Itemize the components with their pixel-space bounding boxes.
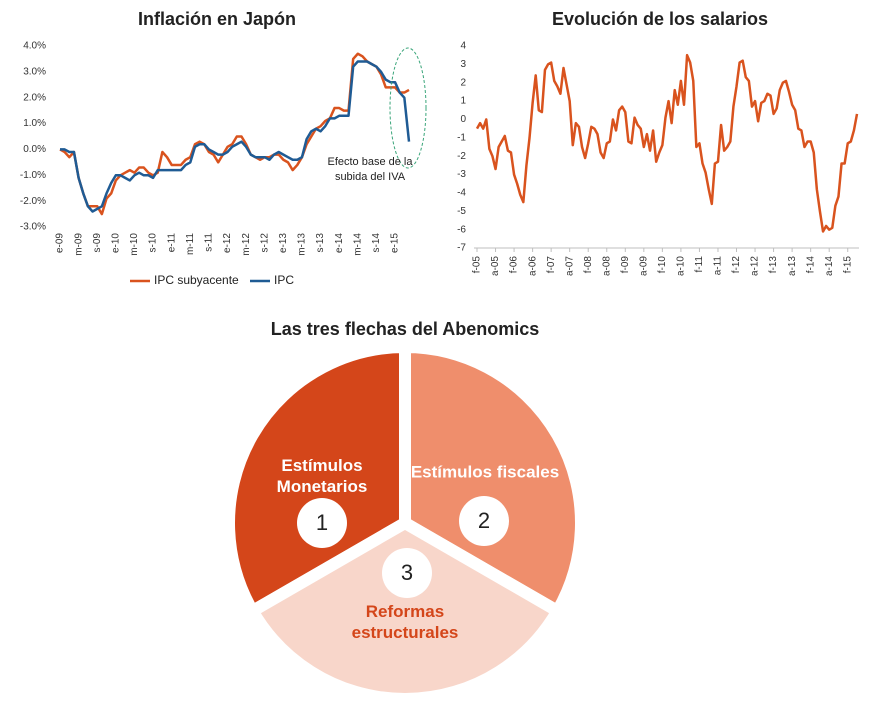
y-tick-label: 1.0% [23,118,46,129]
x-tick-label: a-11 [713,256,724,276]
x-tick-label: s-09 [92,233,103,253]
x-tick-label: s-12 [259,233,270,253]
slice-label: Reformas estructurales [351,602,459,642]
x-tick-label: m-11 [185,233,196,255]
x-tick-label: f-09 [620,256,631,274]
x-tick-label: f-10 [657,256,668,274]
slice-label: Estímulos fiscales [410,462,560,482]
x-tick-label: m-10 [129,233,140,256]
x-tick-label: f-13 [768,256,779,274]
y-tick-label: -1.0% [20,170,46,181]
x-tick-label: a-08 [601,256,612,276]
y-tick-label: -3 [457,169,466,180]
x-tick-label: e-14 [334,233,345,253]
x-tick-label: a-09 [638,256,649,276]
pie-slice [244,516,566,705]
badge-number: 2 [478,508,490,533]
y-tick-label: -2.0% [20,196,46,207]
x-tick-label: m-13 [297,233,308,256]
x-tick-label: a-10 [676,256,687,276]
chart-title: Evolución de los salarios [552,9,768,29]
y-tick-label: -5 [457,206,466,217]
annotation: subida del IVA [335,171,406,183]
badge-number: 1 [316,510,328,535]
chart-title: Inflación en Japón [138,9,296,29]
chart-title: Las tres flechas del Abenomics [271,319,539,339]
y-tick-label: 1 [460,96,466,107]
x-tick-label: e-09 [55,233,66,253]
series-line [60,60,411,213]
y-tick-label: 3 [460,59,466,70]
x-tick-label: e-11 [166,233,177,253]
x-tick-label: a-06 [527,256,538,276]
x-tick-label: a-07 [564,256,575,276]
x-tick-label: e-10 [110,233,121,253]
series-line [59,52,410,216]
y-tick-label: -4 [457,188,466,199]
series-line [475,53,859,233]
y-tick-label: 2 [460,77,466,88]
x-tick-label: e-13 [278,233,289,253]
x-tick-label: a-12 [750,256,761,276]
annotation: Efecto base de la [327,156,413,168]
y-tick-label: 4 [460,41,466,52]
x-tick-label: a-05 [490,256,501,276]
x-tick-label: s-13 [315,233,326,253]
x-tick-label: f-05 [472,256,483,274]
slice-label: Estímulos Monetarios [276,456,368,496]
y-tick-label: -7 [457,243,466,254]
x-tick-label: s-14 [371,233,382,253]
x-tick-label: f-14 [805,256,816,274]
x-tick-label: m-12 [241,233,252,256]
x-tick-label: m-14 [352,233,363,256]
y-tick-label: -6 [457,224,466,235]
y-tick-label: 4.0% [23,41,46,52]
x-tick-label: f-15 [842,256,853,274]
x-tick-label: e-15 [390,233,401,253]
y-tick-label: -2 [457,151,466,162]
x-tick-label: s-11 [204,233,215,252]
x-tick-label: f-07 [546,256,557,274]
badge [459,496,509,546]
annotation-ellipse [389,47,427,169]
y-tick-label: 0.0% [23,144,46,155]
x-tick-label: s-10 [148,233,159,253]
legend-label: IPC [274,273,294,287]
y-tick-label: -1 [457,132,466,143]
y-tick-label: 0 [460,114,466,125]
badge-number: 3 [401,560,413,585]
x-tick-label: e-12 [222,233,233,253]
x-tick-label: f-11 [694,256,705,273]
x-tick-label: f-08 [583,256,594,274]
legend-label: IPC subyacente [154,273,239,287]
x-tick-label: m-09 [73,233,84,256]
x-tick-label: a-13 [787,256,798,276]
y-tick-label: -3.0% [20,222,46,233]
y-tick-label: 2.0% [23,92,46,103]
x-tick-label: f-06 [509,256,520,274]
badge [297,498,347,548]
y-tick-label: 3.0% [23,66,46,77]
x-tick-label: f-12 [731,256,742,274]
x-tick-label: a-14 [824,256,835,276]
badge [382,548,432,598]
